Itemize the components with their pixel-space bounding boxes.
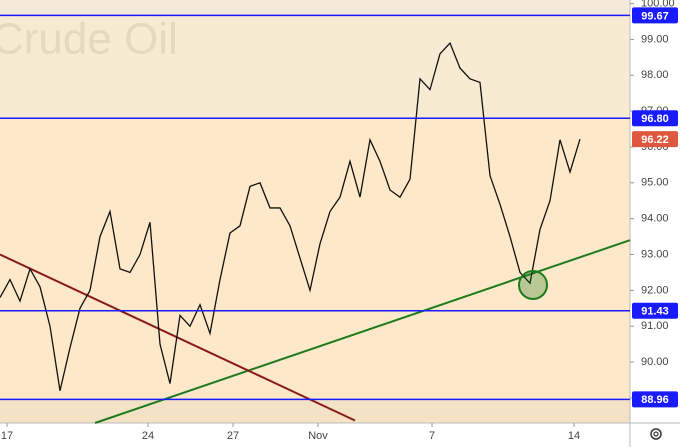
zone-upper: [0, 15, 630, 119]
level-tag: [632, 391, 678, 408]
zone-bottom: [0, 399, 630, 423]
gear-center[interactable]: [653, 431, 659, 437]
highlight-circle: [518, 269, 548, 300]
x-tick-label: 17: [1, 430, 13, 442]
watermark-title: Crude Oil: [0, 15, 178, 64]
level-tag: [632, 302, 678, 319]
level-label: 96.22: [641, 134, 669, 146]
level-tag: [632, 7, 678, 24]
gear[interactable]: [650, 428, 662, 440]
y-tick-label: 98.00: [641, 69, 669, 81]
level-label: 88.96: [641, 394, 669, 406]
level-label: 99.67: [641, 10, 669, 22]
x-tick-label: 14: [568, 430, 580, 442]
y-tick-label: 90.00: [641, 356, 669, 368]
x-tick-label: 24: [142, 430, 154, 442]
x-tick-label: Nov: [308, 430, 328, 442]
settings-icon[interactable]: [650, 428, 662, 440]
y-tick-label: 91.00: [641, 320, 669, 332]
y-tick-label: 92.00: [641, 284, 669, 296]
level-label: 96.80: [641, 113, 669, 125]
trend-line: [94, 239, 631, 424]
x-tick-label: 27: [227, 430, 239, 442]
price-line: [0, 41, 581, 391]
x-tick-label: 7: [429, 430, 435, 442]
level-label: 91.43: [641, 306, 669, 318]
level-tag: [632, 110, 678, 127]
y-tick-label: 100.00: [641, 0, 675, 9]
zone-top: [0, 0, 630, 16]
y-tick-label: 93.00: [641, 248, 669, 260]
y-tick-label: 99.00: [641, 33, 669, 45]
y-tick-label: 95.00: [641, 177, 669, 189]
y-tick-label: 94.00: [641, 213, 669, 225]
trend-line: [0, 253, 356, 422]
level-tag: [632, 131, 678, 148]
